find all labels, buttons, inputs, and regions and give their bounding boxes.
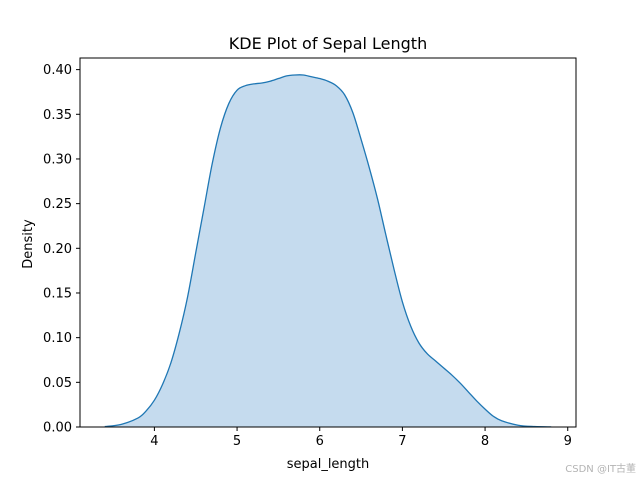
kde-line-0 (104, 74, 552, 428)
y-tick-label: 0.15 (43, 286, 72, 301)
x-tick-label: 4 (150, 434, 158, 449)
x-tick-label: 8 (481, 434, 489, 449)
x-axis: 4 5 6 7 8 9 (150, 427, 572, 449)
plot-frame (79, 57, 577, 428)
chart-title: KDE Plot of Sepal Length (229, 34, 427, 53)
y-tick-label: 0.05 (43, 376, 72, 391)
y-tick-label: 0.35 (43, 108, 72, 123)
y-tick-label: 0.40 (43, 63, 72, 78)
x-tick-label: 7 (398, 434, 406, 449)
kde-area-0 (104, 74, 552, 427)
y-tick-label: 0.20 (43, 242, 72, 257)
y-tick-label: 0.00 (43, 421, 72, 436)
y-tick-label: 0.25 (43, 197, 72, 212)
watermark-text: CSDN @IT古董 (565, 462, 636, 475)
x-axis-label: sepal_length (287, 457, 370, 472)
y-tick-label: 0.10 (43, 331, 72, 346)
x-tick-label: 5 (233, 434, 241, 449)
x-tick-label: 6 (316, 434, 324, 449)
plot-area (104, 74, 552, 428)
y-axis: 0.00 0.05 0.10 0.15 0.20 0.25 0.30 0.35 0.40 (43, 63, 80, 436)
x-tick-label: 9 (564, 434, 572, 449)
y-tick-label: 0.30 (43, 152, 72, 167)
y-axis-label: Density (21, 219, 36, 269)
